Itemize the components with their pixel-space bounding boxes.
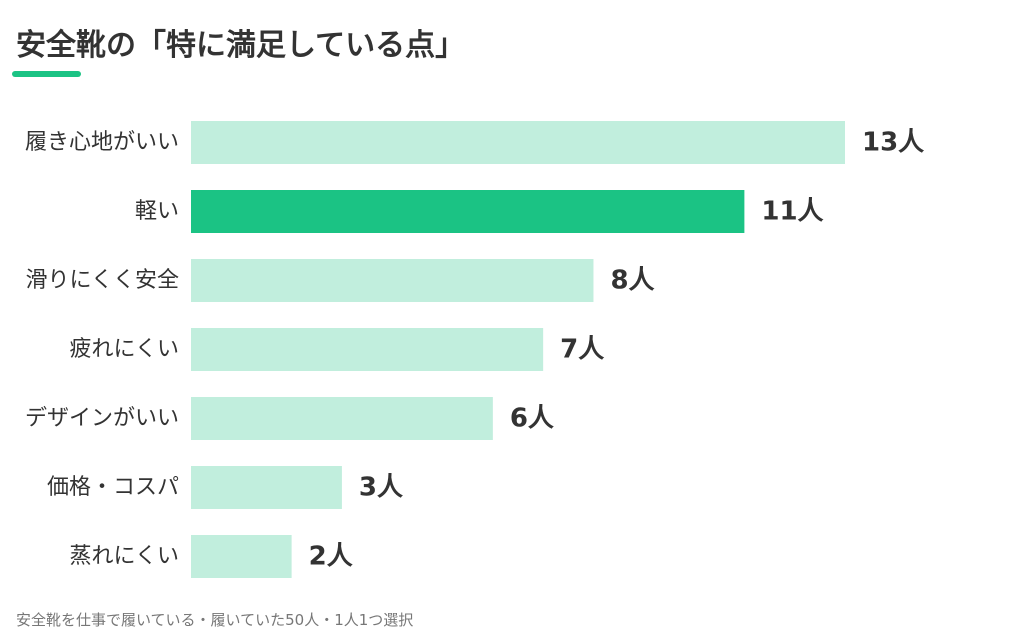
value-label: 7人 xyxy=(560,335,604,365)
category-label: デザインがいい xyxy=(25,406,179,431)
bar xyxy=(191,259,594,302)
chart-footnote: 安全靴を仕事で履いている・履いていた50人・1人1つ選択 xyxy=(16,611,414,629)
category-label: 軽い xyxy=(135,199,179,224)
value-label: 13人 xyxy=(862,128,924,158)
category-label: 価格・コスパ xyxy=(47,475,179,500)
value-label: 11人 xyxy=(761,197,823,227)
bar xyxy=(191,328,544,371)
category-label: 履き心地がいい xyxy=(25,130,179,155)
bar xyxy=(191,535,292,578)
chart-title: 安全靴の「特に満足している点」 xyxy=(16,28,466,63)
value-label: 8人 xyxy=(610,266,654,296)
category-label: 疲れにくい xyxy=(69,337,179,362)
value-label: 2人 xyxy=(309,542,353,572)
title-underline xyxy=(12,71,81,77)
category-label: 滑りにくく安全 xyxy=(25,268,179,293)
category-label: 蒸れにくい xyxy=(69,544,179,569)
bar xyxy=(191,397,493,440)
bar xyxy=(191,190,745,233)
value-label: 6人 xyxy=(510,404,554,434)
bar xyxy=(191,466,342,509)
bar xyxy=(191,121,845,164)
value-label: 3人 xyxy=(359,473,403,503)
